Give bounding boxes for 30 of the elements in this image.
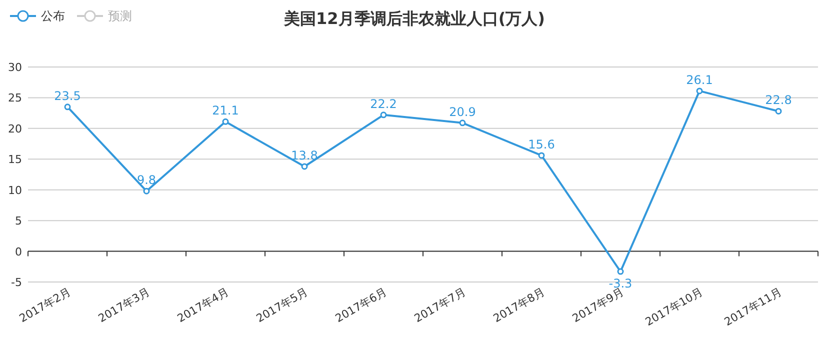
data-label: 22.2	[370, 96, 397, 111]
y-tick-label: 15	[8, 153, 22, 166]
point	[538, 152, 545, 159]
point	[696, 88, 703, 94]
y-tick-label: 0	[15, 245, 22, 258]
data-label: 26.1	[686, 72, 713, 87]
point	[143, 188, 150, 194]
y-tick-label: 5	[15, 214, 22, 228]
data-label: 13.8	[291, 148, 318, 163]
point	[459, 120, 466, 126]
legend-label: 公布	[41, 9, 65, 23]
y-tick-label: 10	[8, 184, 22, 197]
y-tick-label: -5	[11, 276, 22, 289]
y-tick-label: 30	[8, 61, 22, 74]
data-label: 23.5	[54, 88, 81, 103]
data-label: 21.1	[212, 104, 239, 118]
legend-label: 预测	[108, 9, 132, 23]
data-label: 15.6	[528, 137, 555, 152]
data-label: 9.8	[136, 173, 156, 188]
point	[64, 104, 71, 110]
y-tick-label: 20	[8, 122, 22, 136]
data-label: 22.8	[765, 93, 792, 108]
point	[380, 112, 387, 118]
point	[617, 268, 624, 275]
data-label: 20.9	[449, 104, 476, 119]
point	[775, 108, 782, 114]
point	[301, 163, 308, 170]
point	[222, 118, 229, 125]
y-tick-label: 25	[8, 92, 22, 105]
chart-title: 美国12月季调后非农就业人口(万人)	[283, 9, 545, 28]
